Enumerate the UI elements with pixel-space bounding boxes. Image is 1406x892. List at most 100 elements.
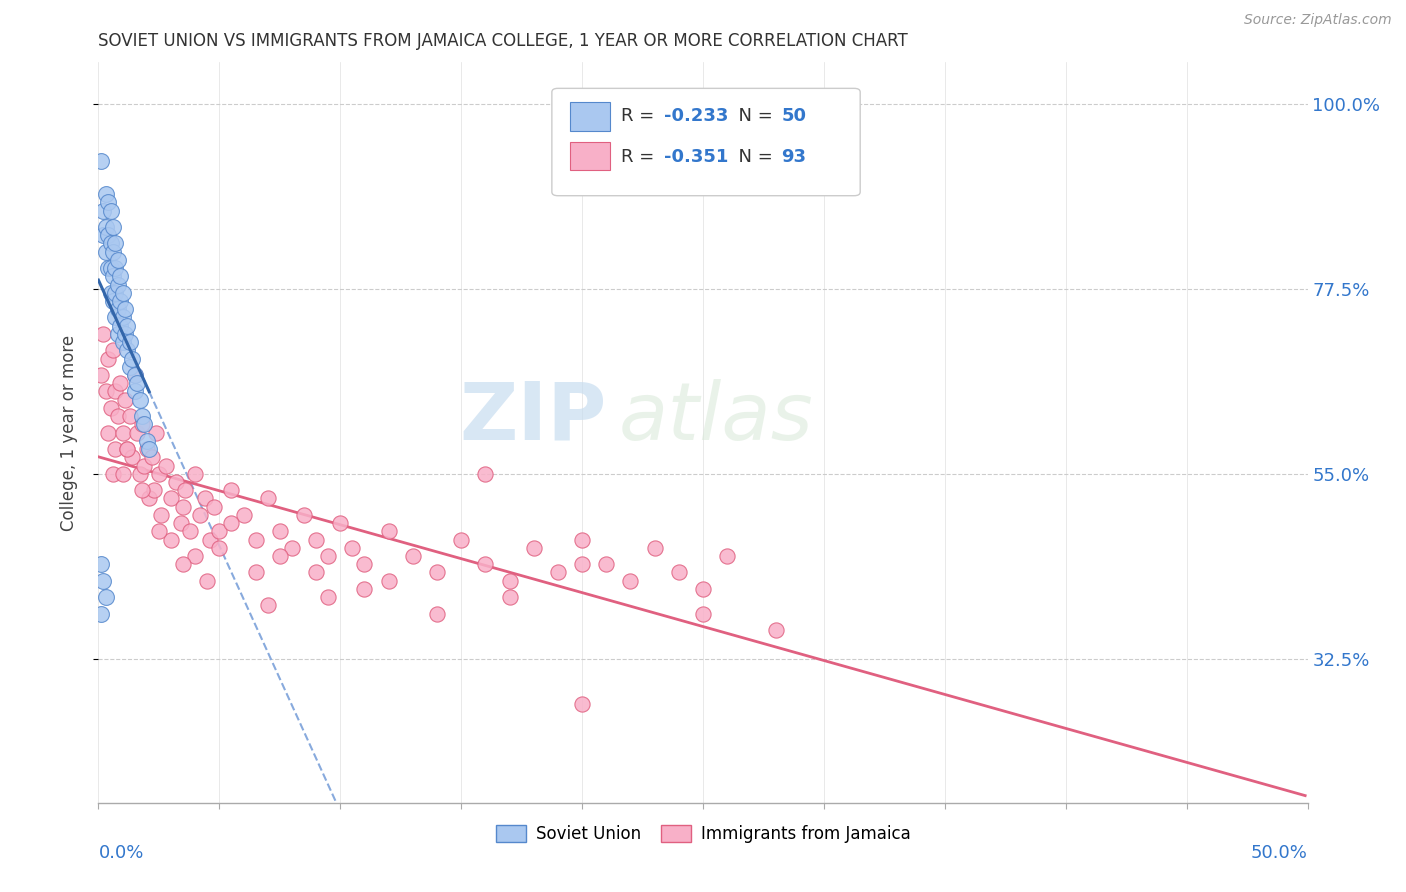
Point xyxy=(342,541,364,555)
Point xyxy=(117,442,139,456)
Point xyxy=(208,524,231,539)
Point xyxy=(101,269,124,284)
Point xyxy=(269,524,291,539)
Point xyxy=(117,442,139,456)
Point xyxy=(121,351,143,366)
Point xyxy=(94,244,117,259)
Point xyxy=(100,285,122,300)
Point xyxy=(256,599,278,613)
Point xyxy=(474,558,496,572)
Point xyxy=(94,219,117,234)
Point xyxy=(124,368,146,382)
Point xyxy=(107,409,129,424)
Point xyxy=(716,549,738,563)
Point xyxy=(114,302,136,317)
Point xyxy=(221,483,243,498)
Point xyxy=(148,467,170,481)
Point xyxy=(101,293,124,308)
Point xyxy=(117,318,139,333)
Point xyxy=(118,359,141,374)
Point xyxy=(160,491,183,506)
Point xyxy=(138,491,160,506)
Point xyxy=(90,558,112,572)
Point xyxy=(131,483,153,498)
Point xyxy=(498,574,520,588)
Point xyxy=(547,566,569,580)
Point xyxy=(571,697,593,711)
Point xyxy=(128,467,150,481)
Point xyxy=(188,508,211,522)
Point xyxy=(172,558,194,572)
Point xyxy=(104,442,127,456)
Point xyxy=(91,203,114,218)
Text: R =: R = xyxy=(621,108,659,126)
FancyBboxPatch shape xyxy=(551,88,860,195)
Point xyxy=(97,261,120,276)
Text: -0.233: -0.233 xyxy=(664,108,728,126)
Text: 50.0%: 50.0% xyxy=(1251,844,1308,862)
Point xyxy=(100,236,122,251)
Text: atlas: atlas xyxy=(619,379,813,457)
Point xyxy=(668,566,690,580)
Point xyxy=(619,574,641,588)
Point xyxy=(121,450,143,465)
Point xyxy=(402,549,425,563)
Point xyxy=(523,541,546,555)
Point xyxy=(426,607,449,621)
Point xyxy=(97,351,120,366)
Point xyxy=(124,384,146,399)
Point xyxy=(91,228,114,243)
Point xyxy=(474,467,496,481)
Text: 50: 50 xyxy=(782,108,807,126)
Point xyxy=(595,558,617,572)
Point xyxy=(104,310,127,325)
Point xyxy=(172,500,194,514)
Point xyxy=(114,326,136,341)
Point xyxy=(174,483,197,498)
Point xyxy=(111,310,134,325)
Point xyxy=(107,302,129,317)
Point xyxy=(184,467,207,481)
Point xyxy=(179,524,201,539)
Point xyxy=(107,252,129,267)
Point xyxy=(104,285,127,300)
Point xyxy=(148,524,170,539)
Point xyxy=(155,458,177,473)
Point xyxy=(128,392,150,407)
Text: N =: N = xyxy=(727,108,779,126)
Point xyxy=(316,549,339,563)
Text: R =: R = xyxy=(621,148,659,166)
Text: -0.351: -0.351 xyxy=(664,148,728,166)
Point xyxy=(145,425,167,440)
Point xyxy=(498,590,520,604)
Point xyxy=(101,219,124,234)
Point xyxy=(160,533,183,547)
Point xyxy=(377,524,399,539)
Text: ZIP: ZIP xyxy=(458,379,606,457)
Point xyxy=(305,566,328,580)
Legend: Soviet Union, Immigrants from Jamaica: Soviet Union, Immigrants from Jamaica xyxy=(489,819,917,850)
Point xyxy=(104,236,127,251)
Point xyxy=(377,574,399,588)
Point xyxy=(245,533,267,547)
Point xyxy=(90,607,112,621)
Y-axis label: College, 1 year or more: College, 1 year or more xyxy=(59,334,77,531)
Point xyxy=(91,326,114,341)
FancyBboxPatch shape xyxy=(569,142,610,169)
Point xyxy=(135,442,157,456)
Point xyxy=(108,318,131,333)
Point xyxy=(94,384,117,399)
Point xyxy=(245,566,267,580)
Point xyxy=(117,343,139,358)
Point xyxy=(765,623,787,637)
Point xyxy=(165,475,187,489)
Point xyxy=(134,417,156,432)
Text: 93: 93 xyxy=(782,148,807,166)
Point xyxy=(281,541,304,555)
Point xyxy=(100,401,122,415)
Point xyxy=(127,425,149,440)
Point xyxy=(221,516,243,530)
Point xyxy=(101,467,124,481)
Point xyxy=(134,458,156,473)
Point xyxy=(97,228,120,243)
